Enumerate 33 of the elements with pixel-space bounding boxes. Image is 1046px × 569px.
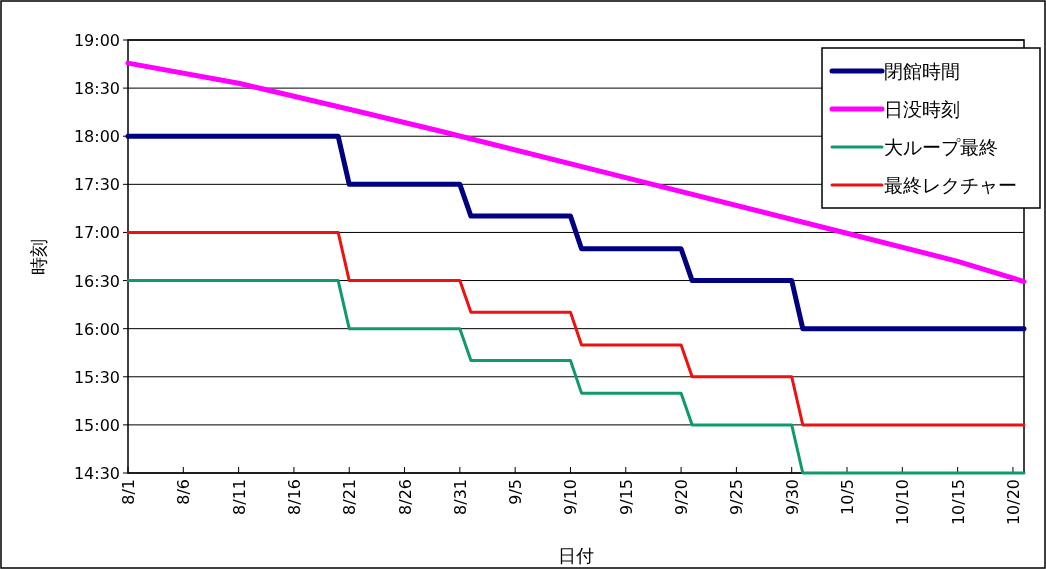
y-tick-label: 16:00 (73, 319, 120, 339)
x-tick-label: 9/15 (616, 479, 636, 515)
y-tick-label: 18:30 (73, 79, 120, 99)
x-tick-label: 8/16 (284, 479, 304, 515)
x-tick-label: 8/31 (450, 479, 470, 515)
y-tick-label: 17:00 (73, 223, 120, 243)
legend-label: 大ループ最終 (884, 136, 998, 158)
x-tick-label: 8/21 (340, 479, 360, 515)
x-tick-label: 9/30 (782, 479, 802, 515)
y-tick-label: 15:30 (73, 367, 120, 387)
legend-label: 最終レクチャー (884, 174, 1017, 196)
x-tick-label: 8/11 (229, 479, 249, 515)
x-tick-label: 8/26 (395, 479, 415, 515)
x-tick-label: 10/5 (838, 479, 858, 515)
y-tick-label: 19:00 (73, 31, 120, 50)
x-axis-title: 日付 (558, 545, 594, 566)
x-tick-label: 8/6 (174, 479, 194, 505)
x-tick-label: 8/1 (119, 479, 138, 505)
x-tick-label: 9/25 (727, 479, 747, 515)
x-tick-label: 10/10 (893, 479, 913, 526)
legend-label: 日没時刻 (884, 98, 960, 120)
y-tick-label: 15:00 (73, 415, 120, 435)
x-tick-label: 9/5 (506, 479, 526, 505)
legend-label: 閉館時間 (884, 60, 960, 82)
y-tick-label: 17:30 (73, 175, 120, 195)
x-tick-label: 9/10 (561, 479, 581, 515)
x-tick-label: 10/15 (948, 479, 968, 526)
y-tick-label: 18:00 (73, 127, 120, 147)
x-tick-label: 10/20 (1003, 479, 1023, 526)
y-axis-title: 時刻 (28, 238, 49, 275)
x-tick-label: 9/20 (672, 479, 692, 515)
y-tick-label: 16:30 (73, 271, 120, 291)
y-tick-label: 14:30 (73, 464, 120, 483)
